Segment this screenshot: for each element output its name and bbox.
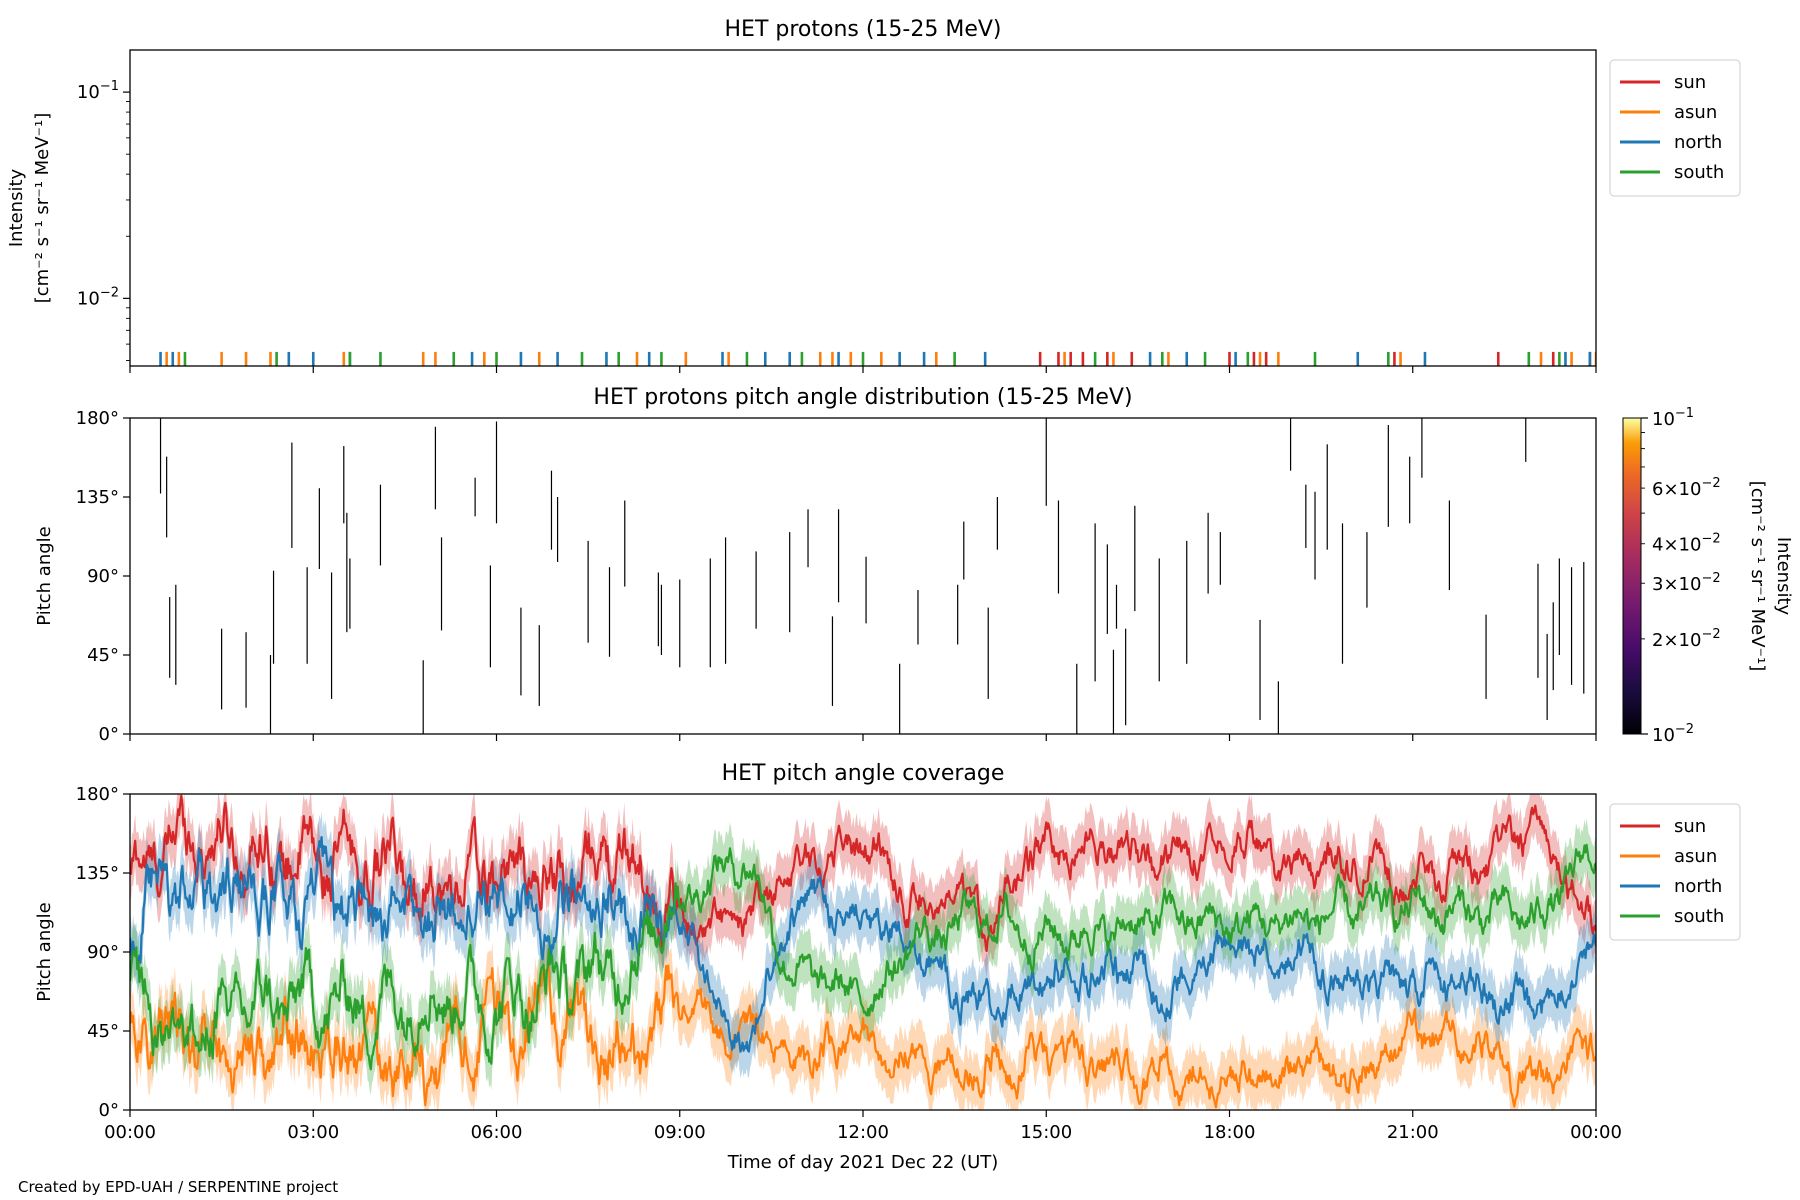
coverage-line-asun — [130, 963, 1596, 1109]
panel2-marks — [159, 418, 1585, 734]
x-tick-label: 18:00 — [1204, 1122, 1256, 1143]
panel1-ylabel-line1: Intensity — [6, 168, 27, 247]
y-tick-label: 10−1 — [77, 79, 119, 103]
x-tick-label: 06:00 — [471, 1122, 523, 1143]
legend-label-north: north — [1674, 132, 1722, 153]
colorbar-units: [cm⁻² s⁻¹ sr⁻¹ MeV⁻¹] — [1747, 481, 1768, 672]
y-tick-label: 0° — [99, 724, 119, 745]
y-tick-label: 135° — [76, 487, 119, 508]
panel1-xticks — [129, 366, 1597, 373]
panel1-title: HET protons (15-25 MeV) — [725, 17, 1002, 42]
legend-label-south: south — [1674, 162, 1724, 183]
coverage-line-sun — [130, 794, 1596, 953]
x-tick-label: 00:00 — [1570, 1122, 1622, 1143]
panel1-ylabel-line2: [cm⁻² s⁻¹ sr⁻¹ MeV⁻¹] — [32, 113, 53, 304]
legend-label-north: north — [1674, 876, 1722, 897]
x-tick-label: 09:00 — [654, 1122, 706, 1143]
panel2-xticks — [129, 734, 1597, 741]
colorbar-tick-label: 4×10−2 — [1652, 532, 1721, 556]
legend-label-asun: asun — [1674, 846, 1717, 867]
panel2-title: HET protons pitch angle distribution (15… — [593, 385, 1132, 410]
panel3-ylabel: Pitch angle — [34, 902, 55, 1001]
colorbar-label: Intensity — [1773, 537, 1794, 616]
panel3-xticks: 00:00 03:00 06:00 09:00 12:00 15:00 18:00 21:00… — [104, 1110, 1622, 1143]
colorbar — [1622, 417, 1642, 735]
colorbar-tick-label: 10−2 — [1652, 722, 1694, 746]
panel1-legend: sun asun north south — [1609, 59, 1741, 197]
y-tick-label: 135° — [76, 863, 119, 884]
x-tick-label: 15:00 — [1020, 1122, 1072, 1143]
y-tick-label: 0° — [99, 1100, 119, 1121]
panel3-yticks: 0° 45° 90° 135° 180° — [76, 784, 130, 1121]
y-tick-label: 180° — [76, 784, 119, 805]
legend-box — [1609, 59, 1741, 197]
legend-label-sun: sun — [1674, 72, 1706, 93]
x-tick-label: 03:00 — [287, 1122, 339, 1143]
coverage-band-south — [130, 818, 1596, 1096]
panel1-yticks: 10−1 10−2 — [77, 79, 130, 361]
footer-credit: Created by EPD-UAH / SERPENTINE project — [18, 1178, 338, 1196]
y-tick-label: 180° — [76, 408, 119, 429]
colorbar-ticks: 10−1 10−2 6×10−2 4×10−2 3×10−2 2×10−2 — [1641, 406, 1721, 746]
legend-label-south: south — [1674, 906, 1724, 927]
x-tick-label: 12:00 — [837, 1122, 889, 1143]
panel3-title: HET pitch angle coverage — [722, 761, 1005, 786]
colorbar-tick-label: 2×10−2 — [1652, 627, 1721, 651]
y-tick-label: 45° — [87, 1021, 119, 1042]
y-tick-label: 10−2 — [77, 285, 119, 309]
panel-pitch-coverage: HET pitch angle coverage 0° 45° 90° 135° 180… — [34, 761, 1741, 1143]
coverage-line-north — [130, 836, 1596, 1053]
x-axis-label: Time of day 2021 Dec 22 (UT) — [727, 1152, 999, 1173]
y-tick-label: 45° — [87, 645, 119, 666]
panel-pitch-distribution: HET protons pitch angle distribution (15… — [34, 385, 1794, 746]
legend-label-sun: sun — [1674, 816, 1706, 837]
colorbar-tick-label: 10−1 — [1652, 406, 1694, 430]
panel3-marks — [130, 794, 1596, 1110]
y-tick-label: 90° — [87, 942, 119, 963]
colorbar-tick-label: 6×10−2 — [1652, 476, 1721, 500]
panel3-legend: sun asun north south — [1609, 803, 1741, 941]
panel2-yticks: 0° 45° 90° 135° 180° — [76, 408, 130, 745]
coverage-band-north — [130, 810, 1596, 1078]
x-tick-label: 00:00 — [104, 1122, 156, 1143]
panel1-frame — [129, 49, 1597, 367]
legend-box — [1609, 803, 1741, 941]
legend-label-asun: asun — [1674, 102, 1717, 123]
panel1-marks — [159, 351, 1596, 366]
x-tick-label: 21:00 — [1387, 1122, 1439, 1143]
panel-intensity: HET protons (15-25 MeV) 10−1 10−2 Intensi… — [6, 17, 1741, 373]
coverage-band-sun — [130, 794, 1596, 978]
y-tick-label: 90° — [87, 566, 119, 587]
coverage-line-south — [130, 843, 1596, 1071]
panel2-ylabel: Pitch angle — [34, 526, 55, 625]
colorbar-tick-label: 3×10−2 — [1652, 571, 1721, 595]
